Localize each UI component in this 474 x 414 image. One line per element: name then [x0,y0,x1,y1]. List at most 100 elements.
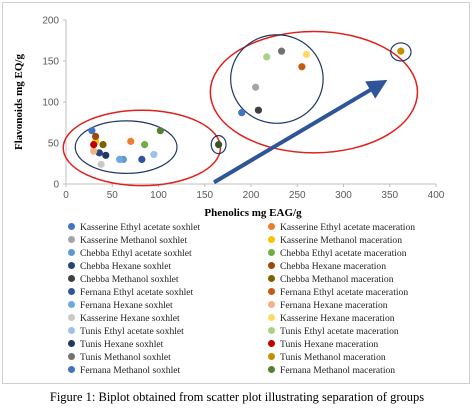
legend-marker [268,314,275,322]
legend-item: Fernana Hexane maceration [268,300,388,311]
legend-marker [268,301,275,309]
x-tick-label: 200 [243,190,260,201]
legend-item: Fernana Ethyl acetate maceration [268,287,408,298]
data-point [397,47,405,55]
legend-marker [268,275,275,283]
y-axis-title: Flavonoids mg EQ/g [13,54,25,150]
data-point [150,150,158,159]
legend-marker [268,340,275,348]
legend-label: Kasserine Ethyl acetate maceration [280,222,416,233]
group-ellipse-red [209,30,419,154]
cluster-ellipse-blue [210,135,227,155]
y-tick-label: 100 [42,98,59,109]
legend-marker [268,327,275,335]
legend-item: Tunis Hexane maceration [268,339,378,350]
legend-label: Chebba Ethyl acetate soxhlet [80,248,192,259]
legend-label: Fernana Methanol soxhlet [80,365,181,376]
legend-label: Chebba Methanol maceration [280,274,394,285]
legend-label: Tunis Ethyl acetate maceration [280,326,399,337]
axes: 0 50 100 150 200 250 300 350 400 0 50 100 150 200 [42,16,444,202]
data-point [298,63,306,71]
data-point [302,50,311,59]
y-tick-label: 0 [53,180,59,191]
data-point [102,151,110,159]
legend-marker [68,288,75,296]
data-point [156,127,164,135]
legend-item: Chebba Ethyl acetate maceration [268,248,407,259]
data-point [277,47,286,55]
figure-caption: Figure 1: Biplot obtained from scatter p… [49,390,425,404]
legend-item: Kasserine Methanol maceration [268,235,402,246]
legend-label: Chebba Methanol soxhlet [80,274,179,285]
legend-item: Kasserine Ethyl acetate maceration [268,222,415,233]
legend-marker [68,314,75,322]
x-axis-title: Phenolics mg EAG/g [204,207,302,219]
data-point [88,127,96,135]
legend-label: Tunis Methanol soxhlet [80,352,171,363]
group-ellipse-red [62,109,222,187]
legend-item: Chebba Hexane maceration [268,261,386,272]
y-tick-label: 150 [42,57,59,68]
legend-label: Kasserine Hexane soxhlet [80,313,180,324]
data-point [116,155,124,163]
legend-marker [68,262,75,270]
x-tick-label: 300 [335,190,352,201]
x-tick-label: 50 [107,190,119,201]
legend-item: Tunis Methanol maceration [268,352,386,363]
x-tick-label: 350 [381,190,398,201]
chart-area [2,2,470,384]
legend-label: Kasserine Methanol maceration [280,235,403,246]
legend-marker [68,275,75,283]
legend-item: Chebba Hexane soxhlet [68,261,171,272]
data-point [252,83,260,91]
legend-item: Tunis Ethyl acetate soxhlet [68,326,184,337]
legend-marker [68,340,75,348]
cluster-ellipse-blue [390,42,412,62]
legend-item: Kasserine Hexane soxhlet [68,313,180,324]
legend-item: Fernana Ethyl acetate soxhlet [68,287,193,298]
data-point [97,160,105,168]
data-point [127,137,135,145]
annotations [62,30,419,187]
x-tick-label: 250 [289,190,306,201]
legend-item: Fernana Methanol soxhlet [68,365,180,376]
y-tick-label: 200 [42,16,59,27]
data-point [90,141,98,149]
scatter-plot: 0 50 100 150 200 250 300 350 400 0 50 100 150 200 Fla… [13,16,445,220]
legend-item: Tunis Hexane soxhlet [68,339,163,350]
x-tick-label: 100 [150,190,167,201]
legend-label: Chebba Hexane soxhlet [80,261,172,272]
x-tick-label: 0 [63,190,69,201]
legend-label: Tunis Hexane soxhlet [80,339,164,350]
legend-item: Chebba Methanol maceration [268,274,394,285]
legend-marker [268,353,275,361]
data-point [90,147,98,155]
data-point [92,132,100,141]
data-point [99,141,107,149]
legend-marker [268,262,275,270]
legend-label: Kasserine Hexane maceration [280,313,395,324]
legend-item: Fernana Hexane soxhlet [68,300,173,311]
data-point [138,155,146,163]
y-tick-label: 50 [48,139,60,150]
legend-marker [68,249,75,257]
legend-marker [268,288,275,296]
legend-marker [68,366,75,374]
legend-label: Chebba Ethyl acetate maceration [280,248,407,259]
data-point [238,109,246,117]
data-point [95,149,103,157]
legend-marker [68,301,75,309]
legend-label: Kasserine Methanol soxhlet [80,235,188,246]
legend-item: Fernana Methanol maceration [268,365,395,376]
legend-item: Chebba Methanol soxhlet [68,274,179,285]
legend-label: Fernana Ethyl acetate maceration [280,287,409,298]
legend-label: Kasserine Ethyl acetate soxhlet [80,222,201,233]
legend-label: Tunis Methanol maceration [280,352,386,363]
legend-label: Tunis Hexane maceration [280,339,379,350]
legend-item: Chebba Ethyl acetate soxhlet [68,248,192,259]
legend-item: Tunis Ethyl acetate maceration [268,326,399,337]
legend-label: Fernana Ethyl acetate soxhlet [80,287,194,298]
legend-label: Fernana Hexane maceration [280,300,388,311]
legend-marker [68,236,75,244]
